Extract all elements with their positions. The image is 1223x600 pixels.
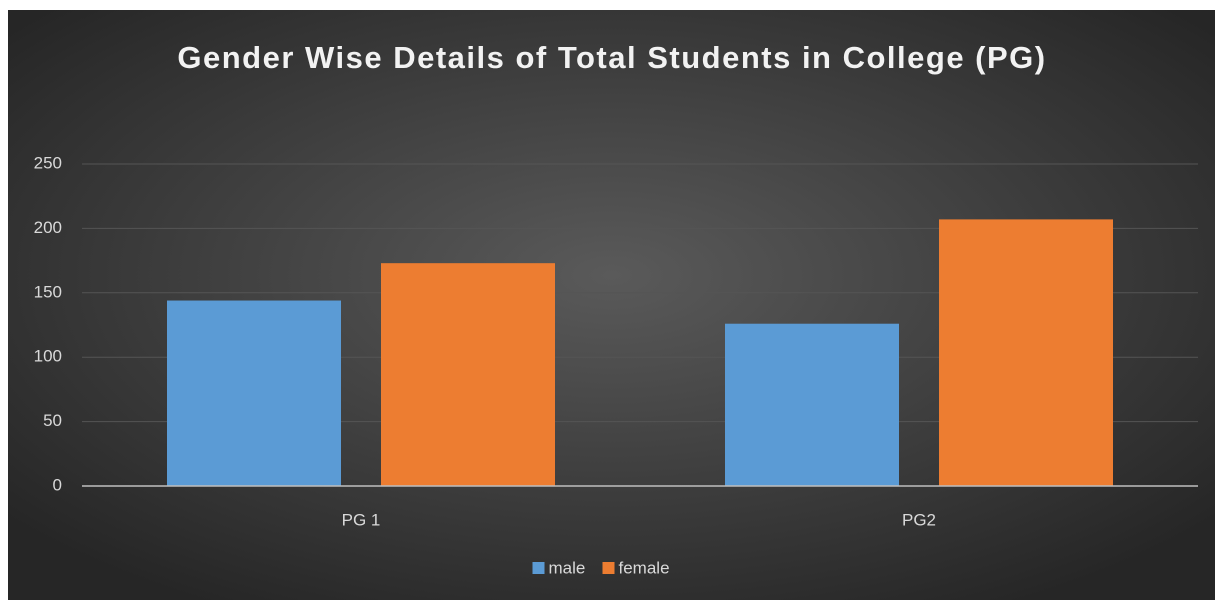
bar bbox=[167, 300, 341, 486]
bar bbox=[381, 263, 555, 486]
chart-title: Gender Wise Details of Total Students in… bbox=[177, 40, 1046, 75]
x-tick-label: PG2 bbox=[902, 510, 936, 529]
legend-swatch bbox=[532, 562, 545, 574]
legend-label: male bbox=[549, 558, 586, 577]
y-tick-label: 250 bbox=[34, 153, 62, 172]
bar bbox=[725, 323, 899, 486]
y-tick-label: 0 bbox=[53, 475, 62, 494]
legend-label: female bbox=[619, 558, 670, 577]
bar bbox=[939, 219, 1113, 486]
y-tick-label: 50 bbox=[43, 411, 62, 430]
y-tick-label: 200 bbox=[34, 218, 62, 237]
x-tick-label: PG 1 bbox=[342, 510, 381, 529]
y-tick-label: 150 bbox=[34, 282, 62, 301]
y-tick-label: 100 bbox=[34, 347, 62, 366]
legend-swatch bbox=[602, 562, 615, 574]
